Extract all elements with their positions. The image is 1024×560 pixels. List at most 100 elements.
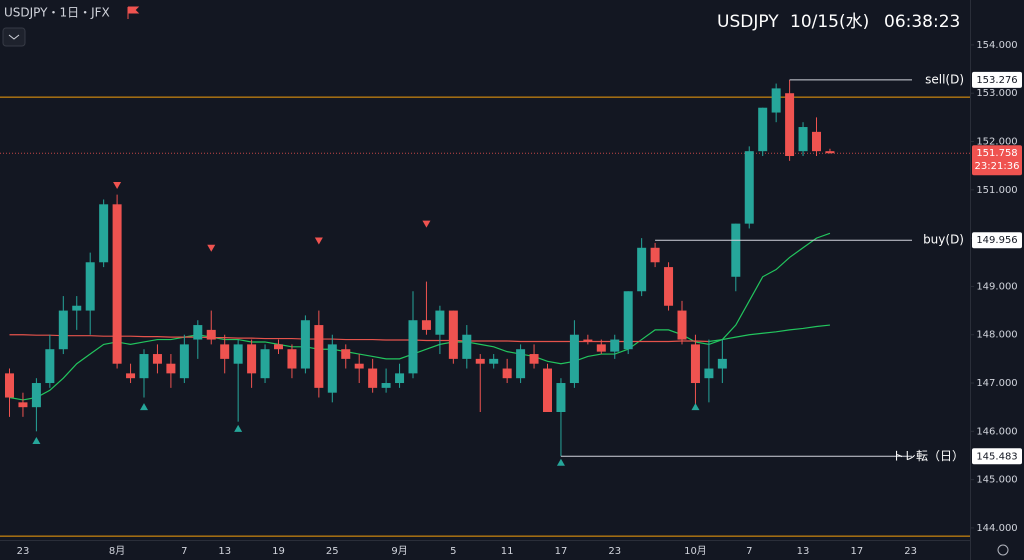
candle-body — [206, 329, 216, 340]
candle-body — [664, 267, 674, 306]
signal-down — [113, 181, 122, 189]
candle-body — [771, 88, 781, 113]
candle-body — [166, 363, 176, 374]
candle-body — [408, 320, 418, 374]
candle-body — [731, 223, 741, 277]
candle-body — [690, 344, 700, 384]
chart-title: USDJPY・1日・JFX — [4, 6, 110, 20]
last-price-label: 151.758 — [976, 148, 1017, 159]
y-tick-label: 151.000 — [976, 185, 1017, 196]
signal-down — [314, 237, 323, 245]
y-tick-label: 144.000 — [976, 523, 1017, 534]
candle-body — [274, 344, 283, 350]
level-label: トレ転（日） — [892, 449, 964, 463]
candle-body — [529, 354, 539, 364]
candle-body — [596, 344, 606, 352]
signal-up — [140, 403, 148, 411]
x-tick-label: 7 — [181, 546, 187, 557]
candle-body — [112, 204, 122, 364]
settings-icon[interactable] — [997, 544, 1009, 556]
signal-up — [32, 436, 41, 444]
x-tick-label: 7 — [746, 546, 752, 557]
y-tick-label: 147.000 — [976, 378, 1017, 389]
level-label: buy(D) — [923, 233, 964, 247]
price-tag-label: 149.956 — [976, 235, 1017, 246]
x-tick-label: 13 — [797, 546, 810, 557]
y-tick-label: 149.000 — [976, 281, 1017, 292]
x-tick-label: 9月 — [391, 545, 407, 557]
y-tick-label: 154.000 — [976, 40, 1017, 51]
y-tick-label: 145.000 — [976, 475, 1017, 486]
x-tick-label: 23 — [608, 546, 621, 557]
candle-body — [45, 349, 55, 384]
x-tick-label: 11 — [501, 546, 514, 557]
x-tick-label: 10月 — [684, 545, 707, 557]
price-tag — [972, 71, 1022, 88]
candle-body — [502, 368, 512, 379]
x-tick-label: 17 — [850, 546, 863, 557]
candle-body — [260, 349, 270, 379]
candle-body — [247, 344, 257, 374]
candle-body — [233, 344, 243, 364]
signal-up — [691, 403, 700, 411]
candle-body — [798, 127, 808, 152]
price-tag — [972, 232, 1022, 249]
candle-body — [556, 383, 566, 413]
x-tick-label: 5 — [450, 546, 456, 557]
candle-body — [569, 334, 579, 384]
candle-body — [462, 334, 472, 359]
candle-body — [354, 363, 364, 369]
candle-body — [381, 383, 391, 388]
candle-body — [623, 291, 633, 350]
candle-body — [717, 358, 727, 369]
collapse-button[interactable] — [2, 27, 26, 47]
candle-body — [516, 349, 526, 379]
chevron-icon — [8, 34, 20, 40]
candle-body — [368, 368, 378, 388]
y-tick-label: 148.000 — [976, 330, 1017, 341]
last-price-tag — [972, 145, 1022, 176]
x-tick-label: 8月 — [109, 545, 125, 557]
candle-body — [152, 354, 162, 364]
candle-body — [58, 310, 68, 350]
candle-body — [610, 339, 620, 352]
candle-body — [744, 151, 754, 224]
date: 10/15(水) — [790, 12, 869, 32]
price-tag-label: 145.483 — [976, 451, 1017, 462]
candle-body — [825, 151, 835, 154]
candle-body — [139, 354, 149, 379]
x-tick-label: 25 — [326, 546, 339, 557]
candle-body — [85, 262, 95, 311]
candle-body — [583, 339, 593, 342]
candle-body — [72, 305, 82, 311]
candle-body — [650, 247, 660, 263]
candle-body — [421, 320, 431, 330]
candle-body — [220, 344, 230, 359]
candle-body — [287, 349, 297, 369]
time: 06:38:23 — [884, 12, 960, 32]
candle-body — [448, 310, 458, 359]
x-tick-label: 23 — [17, 546, 30, 557]
signal-up — [234, 424, 243, 432]
candle-body — [5, 373, 14, 398]
candle-body — [395, 373, 405, 384]
x-tick-label: 23 — [904, 546, 917, 557]
y-tick-label: 153.000 — [976, 88, 1017, 99]
candle-body — [435, 310, 445, 335]
price-tag — [972, 448, 1022, 465]
x-tick-label: 17 — [555, 546, 568, 557]
candle-body — [704, 368, 714, 379]
signal-down — [207, 244, 216, 252]
candle-body — [475, 358, 485, 364]
candle-body — [327, 344, 337, 393]
candle-body — [193, 325, 203, 340]
candle-body — [179, 344, 189, 379]
x-tick-label: 13 — [218, 546, 231, 557]
candle-body — [341, 349, 351, 359]
signal-down — [422, 220, 431, 228]
candle-body — [18, 402, 28, 408]
candle-body — [677, 310, 687, 340]
candle-body — [785, 93, 795, 157]
candle-body — [300, 320, 310, 369]
